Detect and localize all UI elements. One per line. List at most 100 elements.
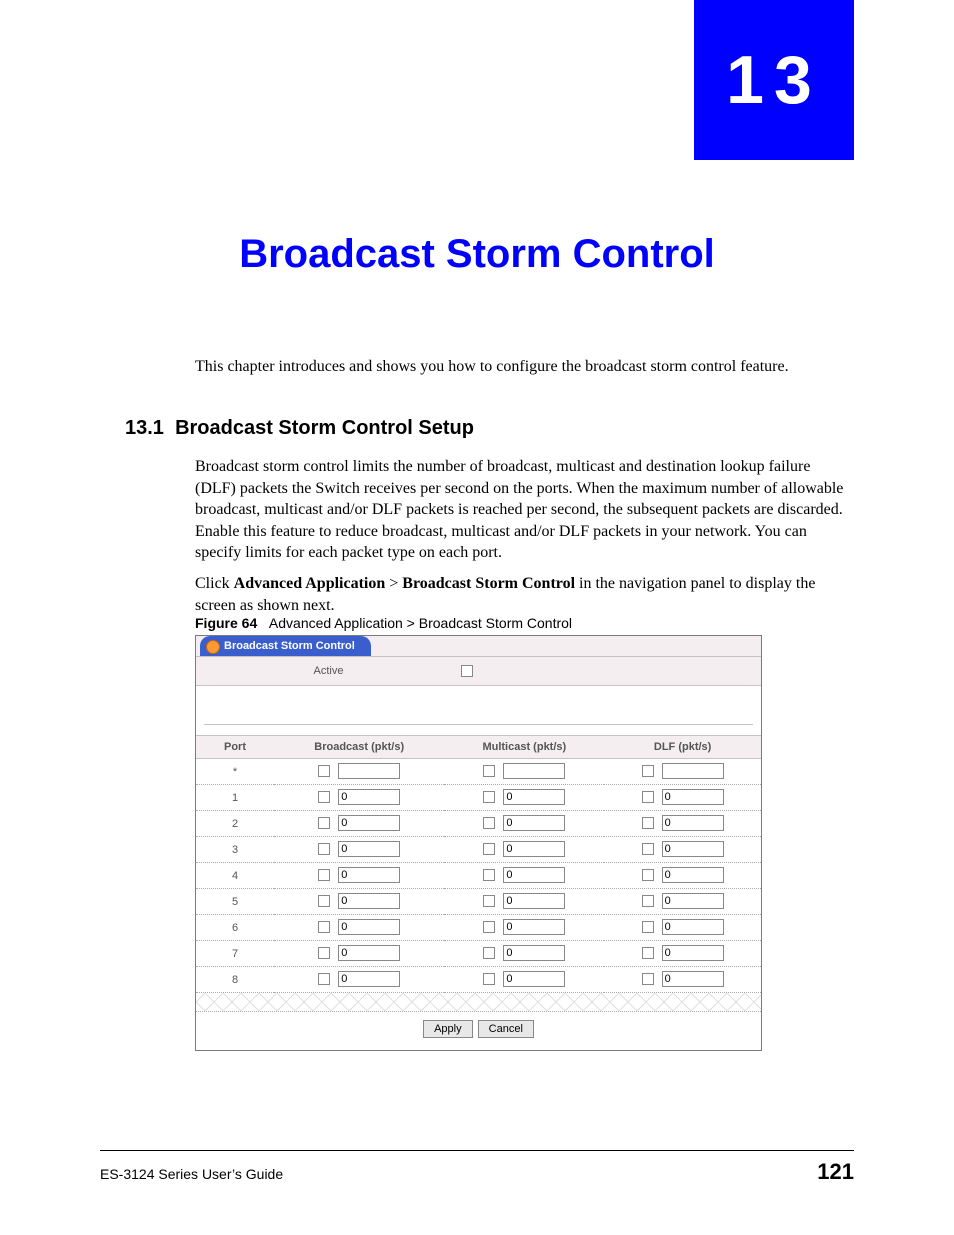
broadcast-input[interactable] <box>338 841 400 857</box>
broadcast-checkbox[interactable] <box>318 869 330 881</box>
chapter-number: 13 <box>726 41 822 119</box>
broadcast-checkbox[interactable] <box>318 791 330 803</box>
dlf-input[interactable] <box>662 815 724 831</box>
multicast-checkbox[interactable] <box>483 817 495 829</box>
dlf-checkbox[interactable] <box>642 765 654 777</box>
dlf-input[interactable] <box>662 841 724 857</box>
port-cell: 3 <box>196 837 274 863</box>
broadcast-input[interactable] <box>338 867 400 883</box>
page: 13 Broadcast Storm Control This chapter … <box>0 0 954 1235</box>
dlf-checkbox[interactable] <box>642 843 654 855</box>
multicast-checkbox[interactable] <box>483 765 495 777</box>
multicast-cell <box>444 889 604 915</box>
body2-bold-2: Broadcast Storm Control <box>402 575 575 592</box>
multicast-input[interactable] <box>503 945 565 961</box>
screenshot-tab-label: Broadcast Storm Control <box>224 640 355 652</box>
section-number: 13.1 <box>125 417 164 439</box>
page-footer: ES-3124 Series User’s Guide 121 <box>100 1150 854 1185</box>
broadcast-input[interactable] <box>338 815 400 831</box>
figure-label: Figure 64 <box>195 615 257 631</box>
table-row: 3 <box>196 837 761 863</box>
broadcast-checkbox[interactable] <box>318 817 330 829</box>
dlf-checkbox[interactable] <box>642 791 654 803</box>
dlf-input[interactable] <box>662 867 724 883</box>
broadcast-cell <box>274 759 444 785</box>
broadcast-input[interactable] <box>338 945 400 961</box>
broadcast-checkbox[interactable] <box>318 921 330 933</box>
dlf-checkbox[interactable] <box>642 921 654 933</box>
dlf-checkbox[interactable] <box>642 869 654 881</box>
chapter-title: Broadcast Storm Control <box>0 232 954 277</box>
multicast-checkbox[interactable] <box>483 947 495 959</box>
dlf-cell <box>604 759 761 785</box>
section-heading: 13.1 Broadcast Storm Control Setup <box>125 417 474 440</box>
broadcast-cell <box>274 967 444 993</box>
port-cell: * <box>196 759 274 785</box>
dlf-checkbox[interactable] <box>642 973 654 985</box>
broadcast-checkbox[interactable] <box>318 973 330 985</box>
multicast-cell <box>444 759 604 785</box>
body-paragraph-1: Broadcast storm control limits the numbe… <box>195 456 854 564</box>
figure-text: Advanced Application > Broadcast Storm C… <box>269 615 572 631</box>
multicast-input[interactable] <box>503 919 565 935</box>
dlf-cell <box>604 941 761 967</box>
broadcast-input[interactable] <box>338 971 400 987</box>
table-row: 2 <box>196 811 761 837</box>
multicast-input[interactable] <box>503 763 565 779</box>
multicast-checkbox[interactable] <box>483 791 495 803</box>
dlf-input[interactable] <box>662 789 724 805</box>
cancel-button[interactable]: Cancel <box>478 1020 534 1038</box>
broadcast-cell <box>274 915 444 941</box>
multicast-cell <box>444 863 604 889</box>
multicast-cell <box>444 941 604 967</box>
dlf-cell <box>604 837 761 863</box>
multicast-checkbox[interactable] <box>483 973 495 985</box>
dlf-checkbox[interactable] <box>642 817 654 829</box>
broadcast-checkbox[interactable] <box>318 765 330 777</box>
col-dlf: DLF (pkt/s) <box>604 736 761 759</box>
multicast-checkbox[interactable] <box>483 869 495 881</box>
multicast-input[interactable] <box>503 789 565 805</box>
broadcast-checkbox[interactable] <box>318 843 330 855</box>
broadcast-checkbox[interactable] <box>318 895 330 907</box>
broadcast-cell <box>274 863 444 889</box>
body-paragraph-2: Click Advanced Application > Broadcast S… <box>195 573 854 616</box>
broadcast-input[interactable] <box>338 789 400 805</box>
multicast-cell <box>444 811 604 837</box>
multicast-input[interactable] <box>503 971 565 987</box>
section-title: Broadcast Storm Control Setup <box>175 417 474 439</box>
broadcast-cell <box>274 811 444 837</box>
dlf-checkbox[interactable] <box>642 947 654 959</box>
multicast-input[interactable] <box>503 815 565 831</box>
screenshot-tab[interactable]: Broadcast Storm Control <box>200 636 371 656</box>
multicast-input[interactable] <box>503 893 565 909</box>
multicast-input[interactable] <box>503 841 565 857</box>
active-checkbox[interactable] <box>461 665 473 677</box>
dlf-input[interactable] <box>662 971 724 987</box>
spacer <box>196 686 761 724</box>
multicast-checkbox[interactable] <box>483 843 495 855</box>
dlf-checkbox[interactable] <box>642 895 654 907</box>
multicast-checkbox[interactable] <box>483 895 495 907</box>
apply-button[interactable]: Apply <box>423 1020 473 1038</box>
chapter-intro: This chapter introduces and shows you ho… <box>195 356 854 378</box>
dlf-cell <box>604 889 761 915</box>
broadcast-checkbox[interactable] <box>318 947 330 959</box>
table-row: 7 <box>196 941 761 967</box>
broadcast-input[interactable] <box>338 919 400 935</box>
multicast-checkbox[interactable] <box>483 921 495 933</box>
port-cell: 8 <box>196 967 274 993</box>
table-row: 1 <box>196 785 761 811</box>
broadcast-input[interactable] <box>338 763 400 779</box>
col-port: Port <box>196 736 274 759</box>
screenshot-panel: Broadcast Storm Control Active Port Broa… <box>195 635 762 1051</box>
multicast-input[interactable] <box>503 867 565 883</box>
dlf-input[interactable] <box>662 945 724 961</box>
broadcast-input[interactable] <box>338 893 400 909</box>
broadcast-cell <box>274 837 444 863</box>
dlf-input[interactable] <box>662 763 724 779</box>
dlf-input[interactable] <box>662 919 724 935</box>
port-cell: 4 <box>196 863 274 889</box>
dlf-input[interactable] <box>662 893 724 909</box>
dlf-cell <box>604 811 761 837</box>
